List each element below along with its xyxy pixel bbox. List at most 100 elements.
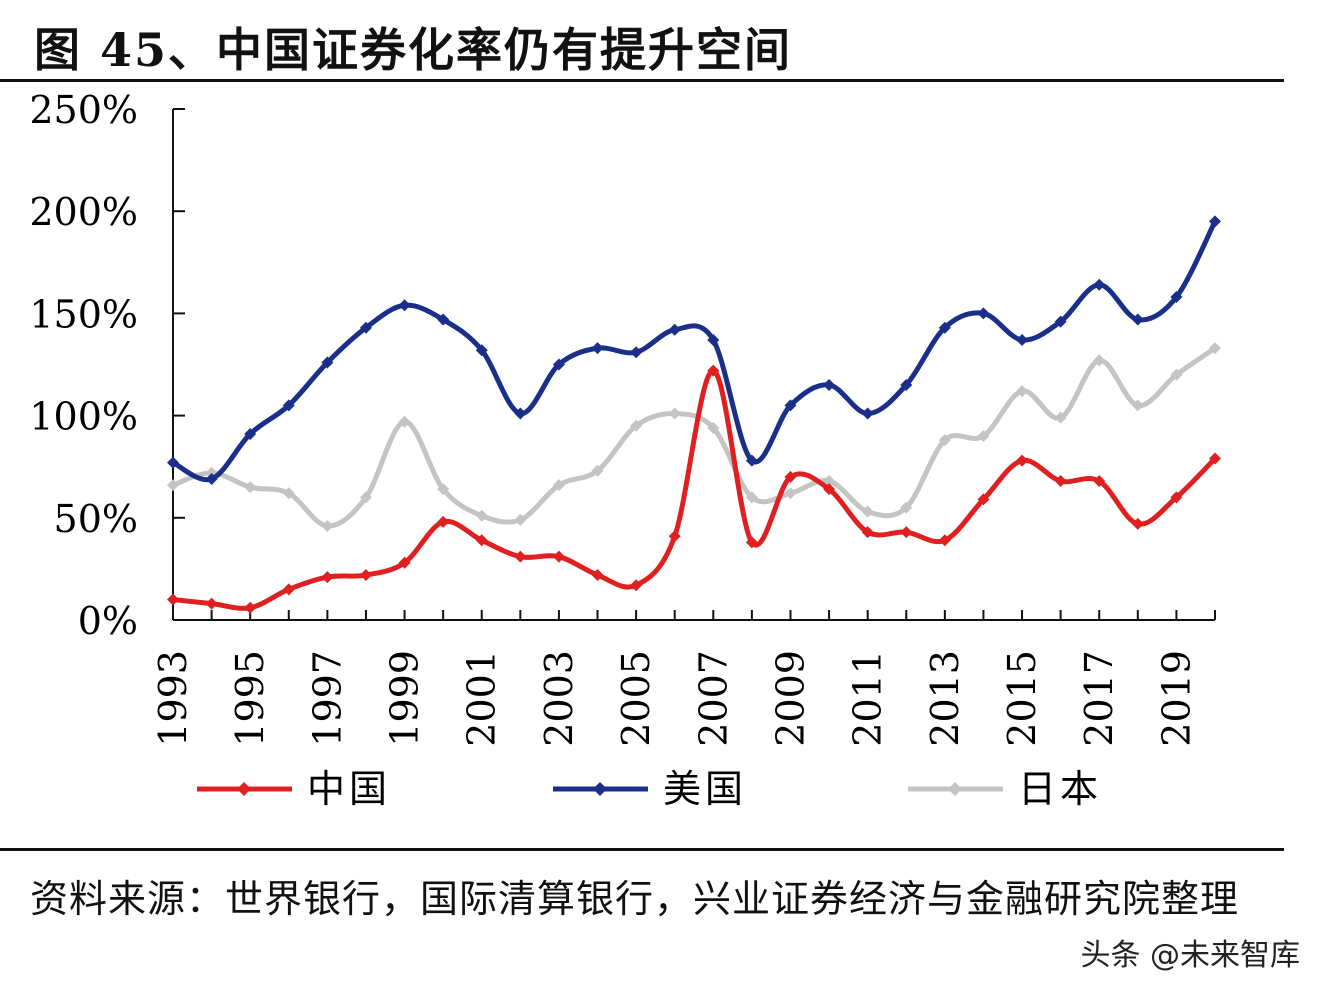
data-point [321, 571, 334, 584]
data-point [167, 456, 179, 469]
data-point [205, 597, 218, 610]
data-point [784, 399, 797, 412]
data-point [282, 583, 295, 596]
legend-label: 中国 [307, 767, 391, 811]
data-point [1054, 411, 1067, 424]
x-tick-label: 2003 [537, 650, 581, 747]
y-tick-label: 250% [29, 88, 138, 132]
data-point [977, 493, 990, 506]
legend-marker [593, 782, 607, 796]
data-point [784, 470, 797, 483]
data-point [475, 509, 488, 522]
data-point [1093, 278, 1106, 291]
data-point [1016, 385, 1029, 398]
data-point [437, 313, 450, 326]
bottom-rule [0, 848, 1284, 851]
x-tick-label: 2011 [846, 650, 890, 747]
data-point [630, 579, 643, 592]
legend-item: 美国 [553, 767, 747, 811]
data-point [244, 601, 257, 614]
data-point [1054, 475, 1067, 488]
x-tick-label: 2009 [768, 650, 812, 747]
data-point [784, 487, 797, 500]
data-point [668, 407, 681, 420]
x-tick-label: 2007 [691, 650, 735, 747]
data-point [707, 333, 720, 346]
data-point [591, 569, 604, 582]
series-0 [167, 364, 1221, 614]
data-point [514, 550, 527, 563]
y-tick-label: 100% [29, 395, 138, 439]
y-tick-label: 0% [78, 599, 138, 643]
data-point [668, 323, 681, 336]
data-point [514, 407, 527, 420]
source-note: 资料来源：世界银行，国际清算银行，兴业证券经济与金融研究院整理 [30, 877, 1240, 921]
figure-title: 图 45、中国证券化率仍有提升空间 [34, 23, 793, 77]
legend-item: 中国 [197, 767, 391, 811]
x-tick-label: 2013 [923, 650, 967, 747]
x-tick-label: 2005 [614, 650, 658, 747]
data-point [244, 427, 257, 440]
data-point [900, 526, 913, 539]
data-point [282, 399, 295, 412]
data-point [321, 356, 334, 369]
data-point [591, 464, 604, 477]
data-point [282, 487, 295, 500]
data-point [1170, 491, 1183, 504]
data-point [552, 358, 565, 371]
data-point [861, 526, 874, 539]
x-tick-label: 2019 [1154, 650, 1198, 747]
legend-label: 日本 [1018, 767, 1102, 811]
data-point [591, 342, 604, 355]
data-point [745, 491, 758, 504]
data-point [552, 479, 565, 492]
data-point [359, 491, 372, 504]
data-point [1016, 333, 1029, 346]
data-point [977, 430, 990, 443]
data-point [167, 593, 179, 606]
x-tick-label: 1999 [383, 650, 427, 747]
legend-marker [948, 782, 962, 796]
data-point [1093, 354, 1106, 367]
data-point [398, 415, 411, 428]
data-point [707, 364, 720, 377]
series-1 [167, 215, 1221, 485]
y-tick-label: 50% [54, 497, 138, 541]
data-point [938, 534, 951, 547]
data-point [398, 556, 411, 569]
data-point [437, 483, 450, 496]
line-chart: 0% 50% 100% 150% 200% 250% 1993 1995 1997 1999 200… [29, 88, 1221, 811]
data-point [398, 299, 411, 312]
data-point [475, 344, 488, 357]
data-point [359, 569, 372, 582]
data-point [823, 378, 836, 391]
data-point [167, 479, 179, 492]
data-point [1209, 452, 1221, 465]
series-line [172, 346, 1217, 529]
data-point [668, 530, 681, 543]
data-point [321, 519, 334, 532]
data-point [1131, 517, 1144, 530]
data-point [552, 550, 565, 563]
y-tick-label: 200% [29, 190, 138, 234]
data-point [437, 515, 450, 528]
data-point [938, 321, 951, 334]
data-point [823, 483, 836, 496]
legend-label: 美国 [663, 767, 747, 811]
data-point [1054, 315, 1067, 328]
data-point [1093, 475, 1106, 488]
x-tick-label: 2015 [1000, 650, 1044, 747]
data-point [900, 501, 913, 514]
legend-item: 日本 [908, 767, 1102, 811]
data-point [205, 472, 218, 485]
data-point [244, 481, 257, 494]
data-point [861, 505, 874, 518]
legend-marker [237, 782, 251, 796]
x-tick-label: 2001 [460, 650, 504, 747]
data-point [630, 346, 643, 359]
data-point [861, 407, 874, 420]
watermark: 头条 @未来智库 [1080, 938, 1300, 973]
data-point [1131, 313, 1144, 326]
data-point [707, 421, 720, 434]
